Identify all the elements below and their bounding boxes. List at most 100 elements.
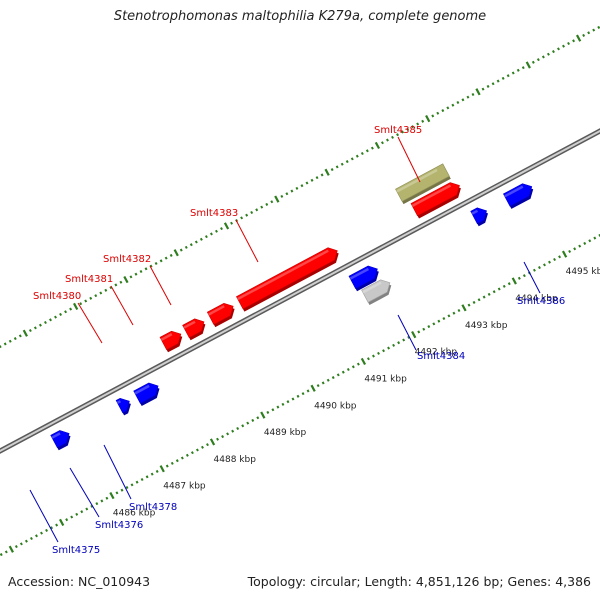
scale-tick (216, 437, 220, 441)
scale-tick (270, 200, 274, 204)
scale-tick (397, 341, 401, 345)
scale-tick (150, 472, 154, 476)
scale-tick (40, 531, 43, 535)
scale-tick (386, 138, 389, 142)
scale-tick (546, 52, 550, 56)
scale-tick (506, 74, 510, 78)
gene-arrow (159, 330, 182, 351)
scale-tick (401, 130, 405, 134)
scale-tick (165, 464, 169, 468)
scale-tick (30, 536, 33, 541)
scale-tick (552, 50, 555, 54)
scale-tick (557, 47, 560, 51)
scale-tick (109, 491, 115, 500)
scale-tick (8, 339, 12, 343)
backbone-shadow (0, 128, 600, 454)
scale-tick (75, 512, 79, 516)
scale-tick (562, 44, 565, 48)
gene-arrow (235, 247, 338, 310)
scale-tick (35, 534, 38, 538)
map-title: Stenotrophomonas maltophilia K279a, comp… (113, 9, 487, 24)
scale-tick (73, 302, 79, 310)
scale-tick (190, 451, 194, 455)
scale-tick (285, 192, 289, 196)
gene-highlight (116, 400, 121, 404)
scale-tick (340, 162, 344, 166)
scale-tick (531, 60, 535, 64)
gene-label: Smlt4378 (129, 502, 177, 513)
gene-label: Smlt4383 (190, 208, 238, 219)
scale-tick (99, 291, 103, 295)
scale-tick (507, 282, 511, 286)
scale-tick (19, 542, 23, 546)
scale-tick (567, 41, 570, 46)
scale-tick (8, 545, 14, 553)
scale-tick (255, 208, 259, 212)
scale-tick (447, 314, 451, 318)
gene-label: Smlt4375 (52, 545, 100, 556)
scale-tick (184, 245, 188, 249)
label-leader-line (397, 314, 417, 351)
scale-tick (374, 141, 381, 150)
scale-tick (129, 275, 133, 279)
scale-tick (472, 300, 476, 304)
scale-tick (310, 384, 316, 392)
scale-tick (250, 210, 254, 215)
gene-highlight (134, 384, 150, 395)
scale-tick (59, 312, 62, 316)
scale-tick (246, 421, 250, 425)
scale-tick (501, 76, 505, 80)
scale-tick (271, 408, 275, 412)
scale-tick (305, 181, 309, 185)
scale-tick (561, 250, 568, 258)
gene-highlight (471, 209, 479, 215)
scale-tick (355, 154, 359, 158)
scale-tick (123, 275, 129, 284)
scale-label: 4488 kbp (214, 455, 257, 465)
scale-tick (525, 61, 531, 69)
scale-tick (90, 504, 94, 508)
scale-tick (159, 465, 165, 473)
scale-tick (236, 426, 240, 431)
scale-tick (360, 357, 367, 366)
scale-tick (511, 71, 515, 75)
scale-tick (18, 334, 22, 338)
scale-tick (543, 263, 546, 267)
scale-tick (130, 483, 134, 487)
scale-tick (346, 367, 350, 372)
scale-tick (69, 307, 73, 311)
scale-tick (84, 299, 88, 303)
scale-tick (173, 249, 179, 257)
scale-tick (471, 92, 475, 97)
scale-tick (274, 195, 280, 203)
scale-tick (370, 146, 374, 150)
scale-tick (24, 539, 28, 543)
gene-arrow (115, 397, 130, 414)
scale-tick (541, 55, 545, 59)
scale-tick (135, 480, 139, 484)
scale-tick (517, 276, 521, 280)
scale-tick (280, 194, 284, 198)
scale-tick (295, 186, 299, 190)
gene-highlight (208, 305, 225, 316)
scale-tick (241, 424, 245, 428)
scale-tick (461, 98, 465, 102)
scale-tick (226, 432, 230, 436)
scale-tick (144, 267, 148, 271)
scale-tick (511, 277, 517, 285)
scale-tick (416, 122, 420, 126)
scale-tick (422, 327, 426, 331)
scale-tick (22, 329, 28, 337)
scale-tick (49, 318, 52, 322)
scale-tick (345, 160, 349, 164)
gene-label: Smlt4384 (417, 351, 465, 362)
scale-tick (335, 165, 339, 169)
scale-tick (265, 202, 269, 206)
gene-arrow (395, 163, 450, 202)
label-leader-line (235, 219, 259, 263)
gene-label: Smlt4385 (374, 125, 422, 136)
scale-tick (315, 176, 319, 180)
gene-arrow (410, 182, 460, 217)
scale-tick (365, 149, 369, 153)
